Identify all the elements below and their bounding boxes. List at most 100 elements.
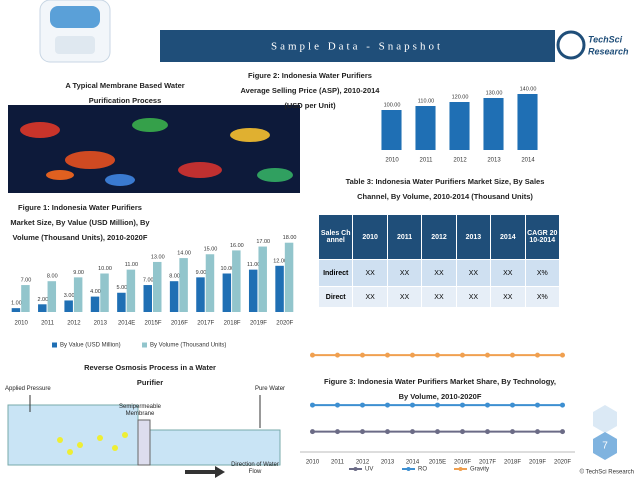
legend-swatch xyxy=(142,342,147,348)
bar xyxy=(117,292,126,312)
bar xyxy=(90,296,100,312)
table-cell: 2010 xyxy=(352,214,388,260)
value-label: 100.00 xyxy=(384,102,401,108)
point xyxy=(435,429,440,435)
point xyxy=(510,352,515,358)
point xyxy=(510,429,515,435)
x-tick-label: 2010 xyxy=(15,321,29,327)
table-cell: Direct xyxy=(317,286,354,308)
bar xyxy=(153,261,162,312)
value-label: 130.00 xyxy=(486,90,503,96)
point xyxy=(560,352,565,358)
bar xyxy=(169,281,179,312)
x-tick-label: 2010 xyxy=(385,158,399,164)
bar xyxy=(232,250,241,312)
value-label: 10.00 xyxy=(220,266,234,272)
point xyxy=(510,402,515,408)
point xyxy=(410,402,415,408)
bar xyxy=(415,106,436,150)
bar xyxy=(381,110,402,150)
x-tick-label: 2016F xyxy=(454,460,471,466)
value-label: 7.00 xyxy=(143,278,154,284)
value-label: 110.00 xyxy=(418,98,434,104)
table-row: Indirect XX XX XX XX XX X% xyxy=(317,259,561,287)
bar xyxy=(222,273,232,312)
value-label: 3.00 xyxy=(64,293,75,299)
logo-line1: TechSci xyxy=(588,34,623,44)
value-label: 120.00 xyxy=(452,94,469,100)
point xyxy=(385,429,390,435)
table-cell: 2011 xyxy=(386,214,423,260)
table-cell: CAGR 2010-2014 xyxy=(524,214,561,260)
bar xyxy=(11,308,21,312)
legend-swatch xyxy=(406,467,411,471)
value-label: 2.00 xyxy=(37,297,48,303)
table-cell: X% xyxy=(524,286,561,308)
x-tick-label: 2014E xyxy=(118,321,135,327)
x-tick-label: 2011 xyxy=(420,158,434,164)
value-label: 9.00 xyxy=(73,270,84,276)
bar xyxy=(126,269,136,312)
point xyxy=(535,352,540,358)
logo: TechSci Research xyxy=(556,30,629,60)
table-cell: Sales Channel xyxy=(317,214,354,260)
point xyxy=(335,429,340,435)
header-title: Sample Data - Snapshot xyxy=(271,41,443,53)
x-tick-label: 2019F xyxy=(250,321,267,327)
table-title: Table 3: Indonesia Water Purifiers Marke… xyxy=(345,177,545,201)
fig3-title: Figure 3: Indonesia Water Purifiers Mark… xyxy=(324,377,556,401)
table-cell: XX xyxy=(352,286,388,308)
value-label: 11.00 xyxy=(125,262,138,268)
legend-label: Gravity xyxy=(470,467,489,473)
bar xyxy=(284,242,294,312)
value-label: 13.00 xyxy=(151,254,165,260)
value-label: 7.00 xyxy=(21,278,32,284)
point xyxy=(485,402,490,408)
x-tick-label: 2018F xyxy=(504,460,521,466)
x-tick-label: 2017F xyxy=(479,460,496,466)
table-cell: XX xyxy=(352,259,388,287)
value-label: 17.00 xyxy=(256,239,270,245)
point xyxy=(410,429,415,435)
x-tick-label: 2013 xyxy=(381,460,395,466)
point xyxy=(360,429,365,435)
x-tick-label: 2014 xyxy=(521,158,535,164)
table-row: Direct XX XX XX XX XX X% xyxy=(317,286,561,308)
point xyxy=(435,352,440,358)
ro-diagram xyxy=(7,395,281,478)
table-cell: 2014 xyxy=(490,214,526,260)
x-tick-label: 2012 xyxy=(453,158,467,164)
membrane-caption: A Typical Membrane Based Water Purificat… xyxy=(65,81,185,105)
bar xyxy=(196,277,205,312)
fig2-title: Figure 2: Indonesia Water Purifiers Aver… xyxy=(240,71,380,110)
table-cell: XX xyxy=(386,259,423,287)
bar xyxy=(248,269,258,312)
table-cell: XX xyxy=(421,259,457,287)
table-header: Sales Channel 2010 2011 2012 2013 2014 CAGR 20… xyxy=(317,214,561,260)
bar xyxy=(258,246,267,312)
point xyxy=(335,352,340,358)
x-tick-label: 2018F xyxy=(224,321,241,327)
point xyxy=(485,429,490,435)
data-table: Sales Channel 2010 2011 2012 2013 2014 CAGR 20… xyxy=(317,214,561,308)
table-cell: XX xyxy=(490,286,526,308)
point xyxy=(310,402,315,408)
bar xyxy=(64,300,73,312)
x-tick-label: 2020F xyxy=(554,460,571,466)
legend-swatch xyxy=(458,467,463,471)
value-label: 15.00 xyxy=(204,247,218,253)
bar xyxy=(275,265,284,312)
point xyxy=(460,352,465,358)
ro-label: Applied Pressure xyxy=(5,386,51,392)
table-cell: 2012 xyxy=(421,214,457,260)
point xyxy=(535,402,540,408)
value-label: 8.00 xyxy=(47,274,58,280)
point xyxy=(385,352,390,358)
bar xyxy=(143,285,152,312)
point xyxy=(560,402,565,408)
x-tick-label: 2013 xyxy=(94,321,108,327)
x-tick-label: 2015E xyxy=(429,460,446,466)
ro-label: Direction of Water Flow xyxy=(231,462,279,475)
x-tick-label: 2012 xyxy=(356,460,370,466)
